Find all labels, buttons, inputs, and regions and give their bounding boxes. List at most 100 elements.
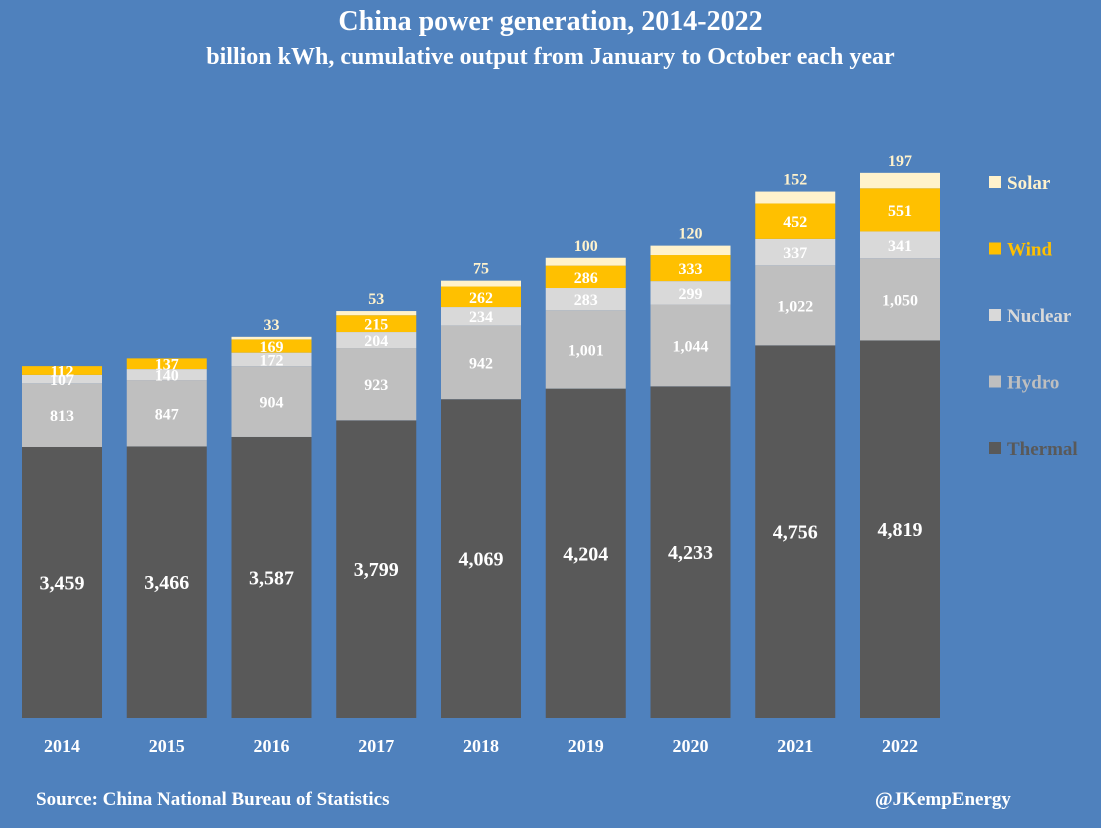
data-label-nuclear-2017: 204 bbox=[364, 333, 388, 350]
bar-thermal-2018 bbox=[441, 399, 521, 718]
bars-group bbox=[22, 172, 940, 718]
bar-hydro-2014 bbox=[22, 383, 102, 447]
data-label-thermal-2022: 4,819 bbox=[878, 519, 923, 541]
bar-nuclear-2020 bbox=[650, 281, 731, 305]
bar-wind-2016 bbox=[231, 339, 312, 353]
data-label-hydro-2014: 813 bbox=[50, 408, 74, 425]
bar-solar-2022 bbox=[860, 172, 940, 189]
bar-wind-2020 bbox=[650, 255, 731, 282]
bar-solar-2020 bbox=[650, 245, 731, 256]
legend-label-thermal: Thermal bbox=[1007, 439, 1078, 460]
bar-wind-2019 bbox=[545, 265, 626, 289]
data-label-wind-2016: 169 bbox=[260, 339, 284, 356]
x-tick-label-2015: 2015 bbox=[149, 736, 185, 756]
bar-hydro-2018 bbox=[441, 325, 521, 400]
bar-thermal-2021 bbox=[755, 345, 836, 718]
x-tick-label-2014: 2014 bbox=[44, 736, 80, 756]
data-label-nuclear-2018: 234 bbox=[469, 309, 493, 326]
bar-hydro-2022 bbox=[860, 258, 940, 341]
bar-solar-2019 bbox=[545, 257, 626, 266]
author-handle: @JKempEnergy bbox=[875, 789, 1011, 810]
data-label-thermal-2019: 4,204 bbox=[563, 543, 608, 565]
data-label-nuclear-2020: 299 bbox=[679, 286, 703, 303]
x-tick-label-2019: 2019 bbox=[568, 736, 604, 756]
bar-hydro-2020 bbox=[650, 304, 731, 387]
x-tick-label-2022: 2022 bbox=[882, 736, 918, 756]
bar-hydro-2017 bbox=[336, 348, 417, 421]
legend-swatch-nuclear bbox=[989, 309, 1001, 321]
data-label-wind-2017: 215 bbox=[364, 317, 388, 334]
data-labels-group: 3,4598131071123,4668471401373,5879041721… bbox=[40, 153, 923, 595]
legend-label-wind: Wind bbox=[1007, 240, 1053, 261]
data-label-nuclear-2019: 283 bbox=[574, 292, 598, 309]
legend: Solar Wind Nuclear Hydro Thermal bbox=[989, 173, 1078, 460]
legend-swatch-hydro bbox=[989, 375, 1001, 388]
data-label-wind-2018: 262 bbox=[469, 290, 493, 307]
x-axis-tick-labels: 2014 2015 2016 2017 2018 2019 2020 2021 2022 bbox=[44, 736, 918, 756]
bar-thermal-2020 bbox=[650, 386, 731, 718]
data-label-hydro-2017: 923 bbox=[364, 377, 388, 394]
data-label-solar-2019: 100 bbox=[574, 238, 598, 255]
bar-thermal-2015 bbox=[126, 446, 207, 718]
data-label-hydro-2022: 1,050 bbox=[882, 292, 918, 309]
bar-nuclear-2015 bbox=[126, 369, 207, 381]
bar-wind-2021 bbox=[755, 203, 836, 239]
bar-thermal-2019 bbox=[545, 388, 626, 718]
bar-thermal-2022 bbox=[860, 340, 940, 718]
data-label-wind-2020: 333 bbox=[679, 261, 703, 278]
bar-wind-2014 bbox=[22, 366, 102, 375]
data-label-nuclear-2021: 337 bbox=[783, 245, 807, 262]
data-label-solar-2017: 53 bbox=[368, 291, 384, 308]
data-label-thermal-2018: 4,069 bbox=[459, 549, 504, 571]
bar-nuclear-2018 bbox=[441, 307, 521, 326]
data-label-thermal-2014: 3,459 bbox=[40, 572, 85, 594]
data-label-nuclear-2014: 107 bbox=[50, 372, 74, 389]
data-label-hydro-2016: 904 bbox=[260, 395, 284, 412]
bar-wind-2018 bbox=[441, 286, 521, 308]
data-label-hydro-2015: 847 bbox=[155, 406, 179, 423]
data-label-nuclear-2016: 172 bbox=[260, 352, 284, 369]
bar-thermal-2016 bbox=[231, 436, 312, 718]
x-tick-label-2020: 2020 bbox=[673, 736, 709, 756]
legend-swatch-wind bbox=[989, 242, 1001, 255]
legend-swatch-solar bbox=[989, 176, 1001, 188]
data-label-wind-2022: 551 bbox=[888, 203, 912, 220]
legend-label-hydro: Hydro bbox=[1007, 373, 1059, 394]
data-label-hydro-2021: 1,022 bbox=[777, 298, 813, 315]
chart-subtitle: billion kWh, cumulative output from Janu… bbox=[206, 44, 895, 70]
bar-solar-2016 bbox=[231, 336, 312, 340]
chart-title: China power generation, 2014-2022 bbox=[338, 6, 763, 37]
x-tick-label-2021: 2021 bbox=[777, 736, 813, 756]
bar-hydro-2015 bbox=[126, 380, 207, 447]
data-label-wind-2021: 452 bbox=[783, 214, 807, 231]
bar-nuclear-2019 bbox=[545, 288, 626, 311]
data-label-thermal-2020: 4,233 bbox=[668, 542, 713, 564]
data-label-hydro-2020: 1,044 bbox=[673, 338, 709, 355]
bar-wind-2017 bbox=[336, 315, 417, 333]
data-label-solar-2021: 152 bbox=[783, 172, 807, 189]
bar-thermal-2017 bbox=[336, 420, 417, 718]
bar-wind-2015 bbox=[126, 358, 207, 370]
data-label-thermal-2017: 3,799 bbox=[354, 559, 399, 581]
data-label-wind-2014: 112 bbox=[50, 364, 73, 381]
bar-nuclear-2016 bbox=[231, 352, 312, 367]
data-label-nuclear-2022: 341 bbox=[888, 238, 912, 255]
x-tick-label-2017: 2017 bbox=[358, 736, 394, 756]
legend-label-nuclear: Nuclear bbox=[1007, 306, 1072, 327]
source-note: Source: China National Bureau of Statist… bbox=[36, 789, 390, 810]
data-label-hydro-2019: 1,001 bbox=[568, 342, 604, 359]
data-label-thermal-2021: 4,756 bbox=[773, 522, 818, 544]
data-label-wind-2019: 286 bbox=[574, 270, 598, 287]
data-label-nuclear-2015: 140 bbox=[155, 368, 179, 385]
x-tick-label-2016: 2016 bbox=[254, 736, 290, 756]
data-label-solar-2022: 197 bbox=[888, 153, 912, 170]
data-label-solar-2018: 75 bbox=[473, 261, 489, 278]
data-label-wind-2015: 137 bbox=[155, 357, 179, 374]
bar-hydro-2016 bbox=[231, 366, 312, 437]
bar-thermal-2014 bbox=[22, 446, 102, 718]
legend-label-solar: Solar bbox=[1007, 173, 1051, 194]
bar-solar-2021 bbox=[755, 191, 836, 204]
bar-wind-2022 bbox=[860, 188, 940, 232]
data-label-thermal-2015: 3,466 bbox=[144, 572, 189, 594]
